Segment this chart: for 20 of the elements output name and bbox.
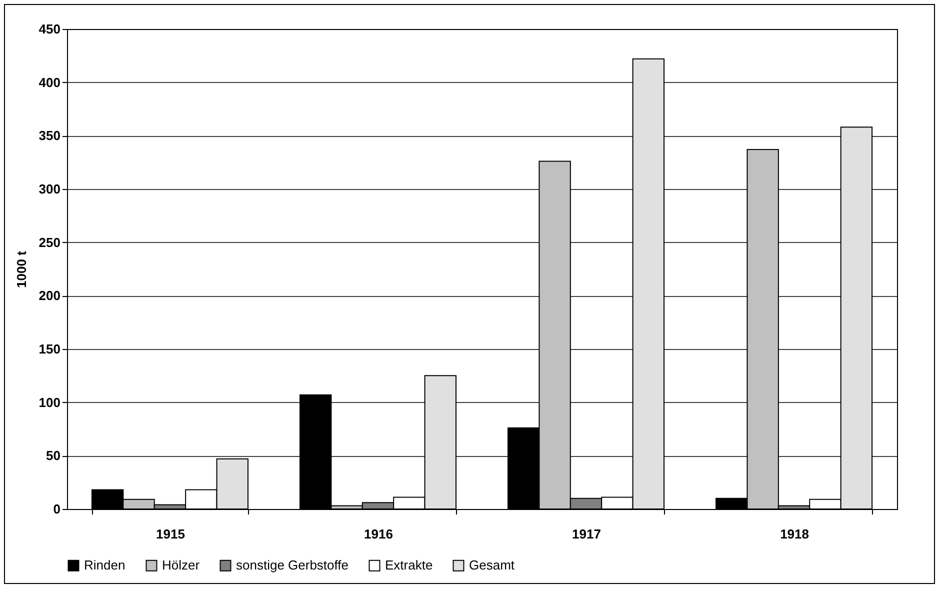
y-tick-label: 0 <box>53 502 60 516</box>
y-tick-label: 350 <box>38 128 60 144</box>
x-tick-label: 1916 <box>364 526 393 542</box>
legend-label: Hölzer <box>162 558 200 573</box>
y-tick-label: 450 <box>38 22 60 36</box>
y-tick-label: 100 <box>38 394 60 410</box>
y-tick-label: 250 <box>38 234 60 250</box>
x-tick-label: 1917 <box>572 526 601 542</box>
y-tick-label: 50 <box>46 448 60 464</box>
legend-label: Rinden <box>84 558 126 573</box>
legend-label: Gesamt <box>469 558 515 573</box>
y-tick-label: 400 <box>38 74 60 90</box>
x-tick-label: 1915 <box>156 526 185 542</box>
y-tick-label: 150 <box>38 342 60 356</box>
y-tick-label: 300 <box>38 182 60 196</box>
x-tick-label: 1918 <box>780 526 809 542</box>
legend-label: Extrakte <box>385 558 433 573</box>
y-tick-label: 200 <box>38 288 60 304</box>
legend-label: sonstige Gerbstoffe <box>236 558 348 573</box>
y-axis-title: 1000 t <box>14 250 29 288</box>
